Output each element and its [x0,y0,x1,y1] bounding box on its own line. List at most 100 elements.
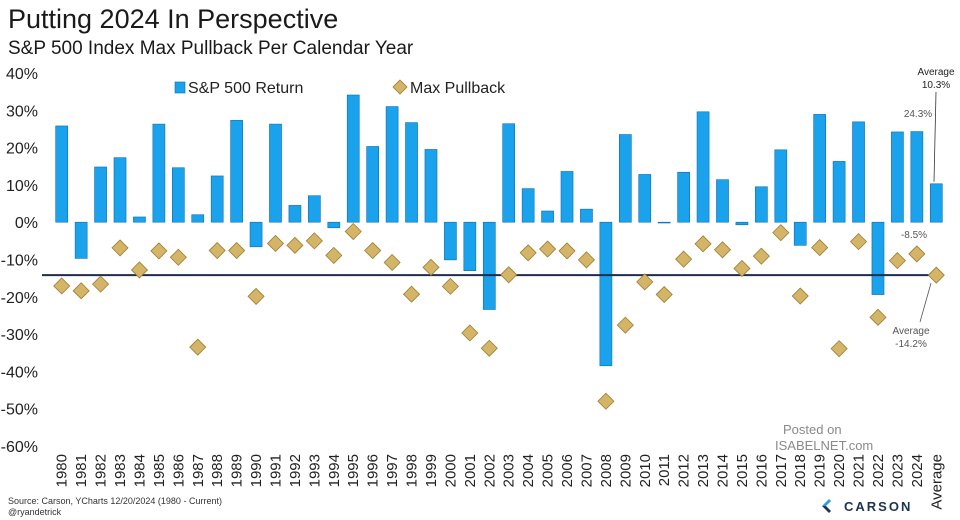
legend-swatch-pullback [392,79,408,95]
x-tick-label: 1998 [404,454,421,487]
y-tick-label: -40% [1,364,38,381]
bar-return [852,121,865,223]
x-tick-label: 1990 [248,454,265,487]
pullback-diamond [150,242,168,260]
bar-return [502,123,516,223]
x-tick-label: 1987 [190,454,207,487]
author-handle: @ryandetrick [8,507,62,517]
x-tick-label: 2015 [734,454,751,487]
x-tick-label: 2004 [520,454,537,487]
pullback-diamond [908,245,926,263]
pullback-diamond [849,233,868,251]
bar-return [152,123,166,223]
x-tick-label: 2001 [462,454,479,487]
bar-return [405,122,418,223]
pullback-diamond [189,338,207,356]
source-line: Source: Carson, YCharts 12/20/2024 (1980… [8,496,222,506]
bar-return [230,120,243,223]
x-tick-label: 2005 [540,454,557,487]
carson-logo: CARSON [820,498,912,514]
bar-return [793,221,807,246]
pullback-diamond [869,308,887,326]
x-tick-label: 1994 [326,454,343,487]
annotation-average-pullback-label: Average [892,326,930,337]
annotation-average-return-label: Average [917,67,955,78]
y-tick-label: 40% [6,66,38,83]
x-tick-label: 2018 [792,454,809,487]
y-tick-label: -60% [1,439,38,456]
pullback-diamond [791,287,809,305]
pullback-diamond [480,339,498,357]
pullback-diamond [461,324,479,342]
bar-return [560,171,574,223]
chart-subtitle: S&P 500 Index Max Pullback Per Calendar … [8,38,414,59]
pullback-diamond [519,244,537,262]
bar-return [521,188,535,223]
bar-return [210,175,224,223]
x-tick-label: 1982 [93,454,110,487]
annotation-average-pullback-value: -14.2% [895,339,927,350]
x-tick-label: 2016 [753,454,770,487]
bar-return [366,146,379,223]
pullback-diamond [53,277,71,295]
y-tick-label: -10% [1,253,38,270]
pullback-diamond [830,340,848,358]
annotation-average-return-value: 10.3% [922,80,950,91]
bar-return [910,131,924,223]
x-tick-label: 2008 [598,454,615,487]
watermark-site: ISABELNET.com [775,438,874,453]
pullback-diamond [539,240,557,258]
x-tick-label: 1991 [268,454,285,487]
annotation-2024-pullback: -8.5% [901,230,927,241]
bar-return [269,123,282,223]
x-tick-label: 1996 [365,454,382,487]
pullback-diamond [577,251,596,269]
pullback-diamond [811,238,829,257]
x-tick-label: 2000 [442,454,459,487]
x-tick-label: 1981 [73,454,90,487]
pullback-diamond [772,224,790,242]
pullback-diamond [888,252,906,270]
bar-return [580,208,593,223]
pullback-diamond [655,285,673,304]
bar-return [891,131,904,223]
bar-return [74,221,88,259]
x-tick-label: Average [928,454,945,510]
pullback-diamond [111,239,129,257]
x-tick-label: 1983 [112,454,129,487]
bar-return [677,171,690,223]
chart-title: Putting 2024 In Perspective [8,4,339,34]
y-tick-label: 30% [6,103,38,120]
x-tick-label: 2009 [617,454,634,487]
bar-return [832,161,846,223]
pullback-diamond [208,241,226,260]
y-tick-label: -20% [1,290,38,307]
annotation-2024-return: 24.3% [904,109,932,120]
bar-return [308,195,321,223]
pullback-diamond [500,266,518,284]
pullback-diamond [752,247,770,265]
pullback-diamond [228,241,246,260]
y-tick-label: -30% [1,327,38,344]
bar-return [133,216,146,223]
x-tick-label: 2024 [909,454,926,487]
bar-return [735,221,749,226]
x-tick-label: 2014 [715,454,732,487]
pullback-diamond [383,253,401,272]
bar-return [191,214,205,223]
carson-logo-text: CARSON [844,498,913,514]
x-tick-label: 2003 [501,454,518,487]
pullback-diamond [927,266,945,284]
pullback-diamond [636,273,654,291]
pullback-diamond [597,392,615,410]
bar-return [288,205,302,223]
bar-return [55,125,69,223]
x-tick-label: 1986 [170,454,187,487]
pullback-diamond [675,250,693,268]
bar-return [657,221,671,224]
bar-return [871,221,885,295]
legend-swatch-return [174,81,186,94]
pullback-diamond [733,259,751,278]
pullback-diamond [344,222,362,241]
bar-return [716,179,729,223]
